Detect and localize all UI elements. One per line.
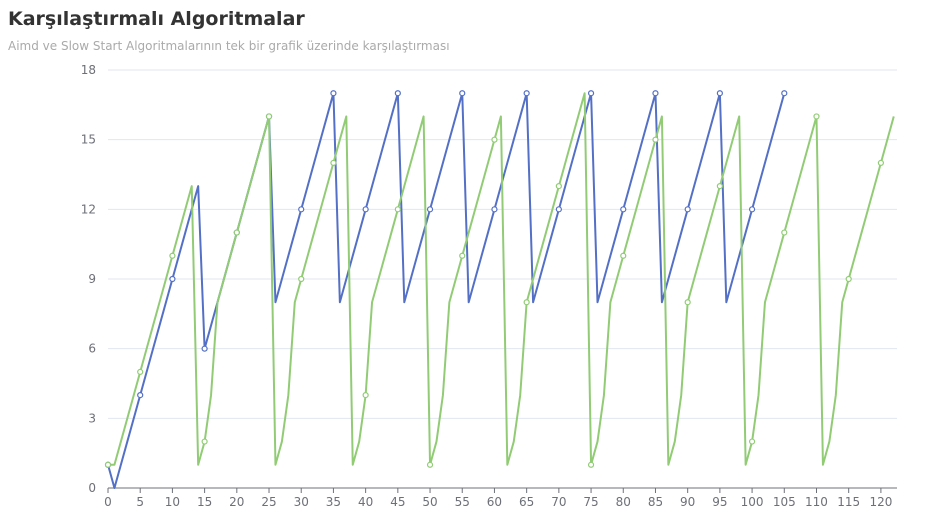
- x-tick-label: 100: [741, 495, 764, 509]
- point: [330, 159, 337, 166]
- y-tick-label: 6: [88, 342, 96, 356]
- point: [620, 252, 627, 259]
- x-tick-label: 105: [773, 495, 796, 509]
- point: [201, 438, 208, 445]
- point: [523, 299, 530, 306]
- point: [748, 438, 756, 445]
- chart-title: Karşılaştırmalı Algoritmalar: [8, 8, 305, 30]
- x-tick-label: 50: [422, 495, 437, 509]
- series-line: [107, 92, 786, 489]
- y-tick-label: 3: [88, 411, 96, 425]
- point: [684, 299, 691, 306]
- point: [523, 90, 530, 97]
- x-tick-label: 90: [680, 495, 695, 509]
- point: [169, 275, 176, 283]
- x-tick-label: 5: [136, 495, 144, 509]
- point: [781, 229, 788, 236]
- point: [684, 206, 691, 213]
- x-tick-label: 10: [165, 495, 180, 509]
- point: [587, 461, 595, 468]
- point: [555, 206, 562, 213]
- point: [330, 90, 337, 97]
- point: [587, 90, 595, 97]
- point: [298, 206, 305, 213]
- point: [426, 461, 434, 468]
- point: [233, 229, 240, 236]
- point: [137, 392, 144, 399]
- point: [555, 183, 562, 190]
- point: [491, 136, 498, 143]
- point: [652, 136, 659, 143]
- x-tick-label: 0: [104, 495, 112, 509]
- x-tick-label: 80: [616, 495, 631, 509]
- point: [298, 275, 305, 283]
- point: [394, 206, 401, 213]
- point: [459, 252, 466, 259]
- point: [845, 275, 852, 283]
- x-tick-label: 115: [837, 495, 860, 509]
- x-tick-label: 55: [455, 495, 470, 509]
- y-tick-label: 0: [88, 481, 96, 495]
- series-line: [108, 92, 895, 466]
- point: [781, 90, 788, 97]
- x-tick-label: 75: [583, 495, 598, 509]
- chart-subtitle: Aimd ve Slow Start Algoritmalarının tek …: [8, 39, 450, 53]
- x-tick-label: 65: [519, 495, 534, 509]
- point: [620, 206, 627, 213]
- x-tick-label: 30: [294, 495, 309, 509]
- point: [362, 206, 369, 213]
- y-tick-label: 9: [88, 272, 96, 286]
- x-tick-label: 20: [229, 495, 244, 509]
- point: [459, 90, 466, 97]
- x-tick-label: 85: [648, 495, 663, 509]
- y-tick-label: 18: [81, 63, 96, 77]
- point: [137, 368, 144, 375]
- y-tick-label: 12: [81, 202, 96, 216]
- point: [426, 206, 434, 213]
- x-tick-label: 70: [551, 495, 566, 509]
- point: [169, 252, 176, 259]
- point: [265, 113, 273, 120]
- x-tick-label: 95: [712, 495, 727, 509]
- point: [201, 345, 208, 352]
- point: [716, 90, 723, 97]
- point: [716, 183, 723, 190]
- point: [748, 206, 756, 213]
- x-tick-label: 25: [261, 495, 276, 509]
- x-tick-label: 110: [805, 495, 828, 509]
- x-tick-label: 45: [390, 495, 405, 509]
- x-tick-label: 60: [487, 495, 502, 509]
- x-tick-label: 40: [358, 495, 373, 509]
- y-tick-label: 15: [81, 133, 96, 147]
- x-tick-label: 15: [197, 495, 212, 509]
- x-tick-label: 35: [326, 495, 341, 509]
- point: [877, 159, 884, 166]
- point: [362, 392, 369, 399]
- point: [394, 90, 401, 97]
- point: [813, 113, 820, 120]
- x-tick-label: 120: [869, 495, 892, 509]
- point: [652, 90, 659, 97]
- point: [104, 461, 112, 468]
- point: [491, 206, 498, 213]
